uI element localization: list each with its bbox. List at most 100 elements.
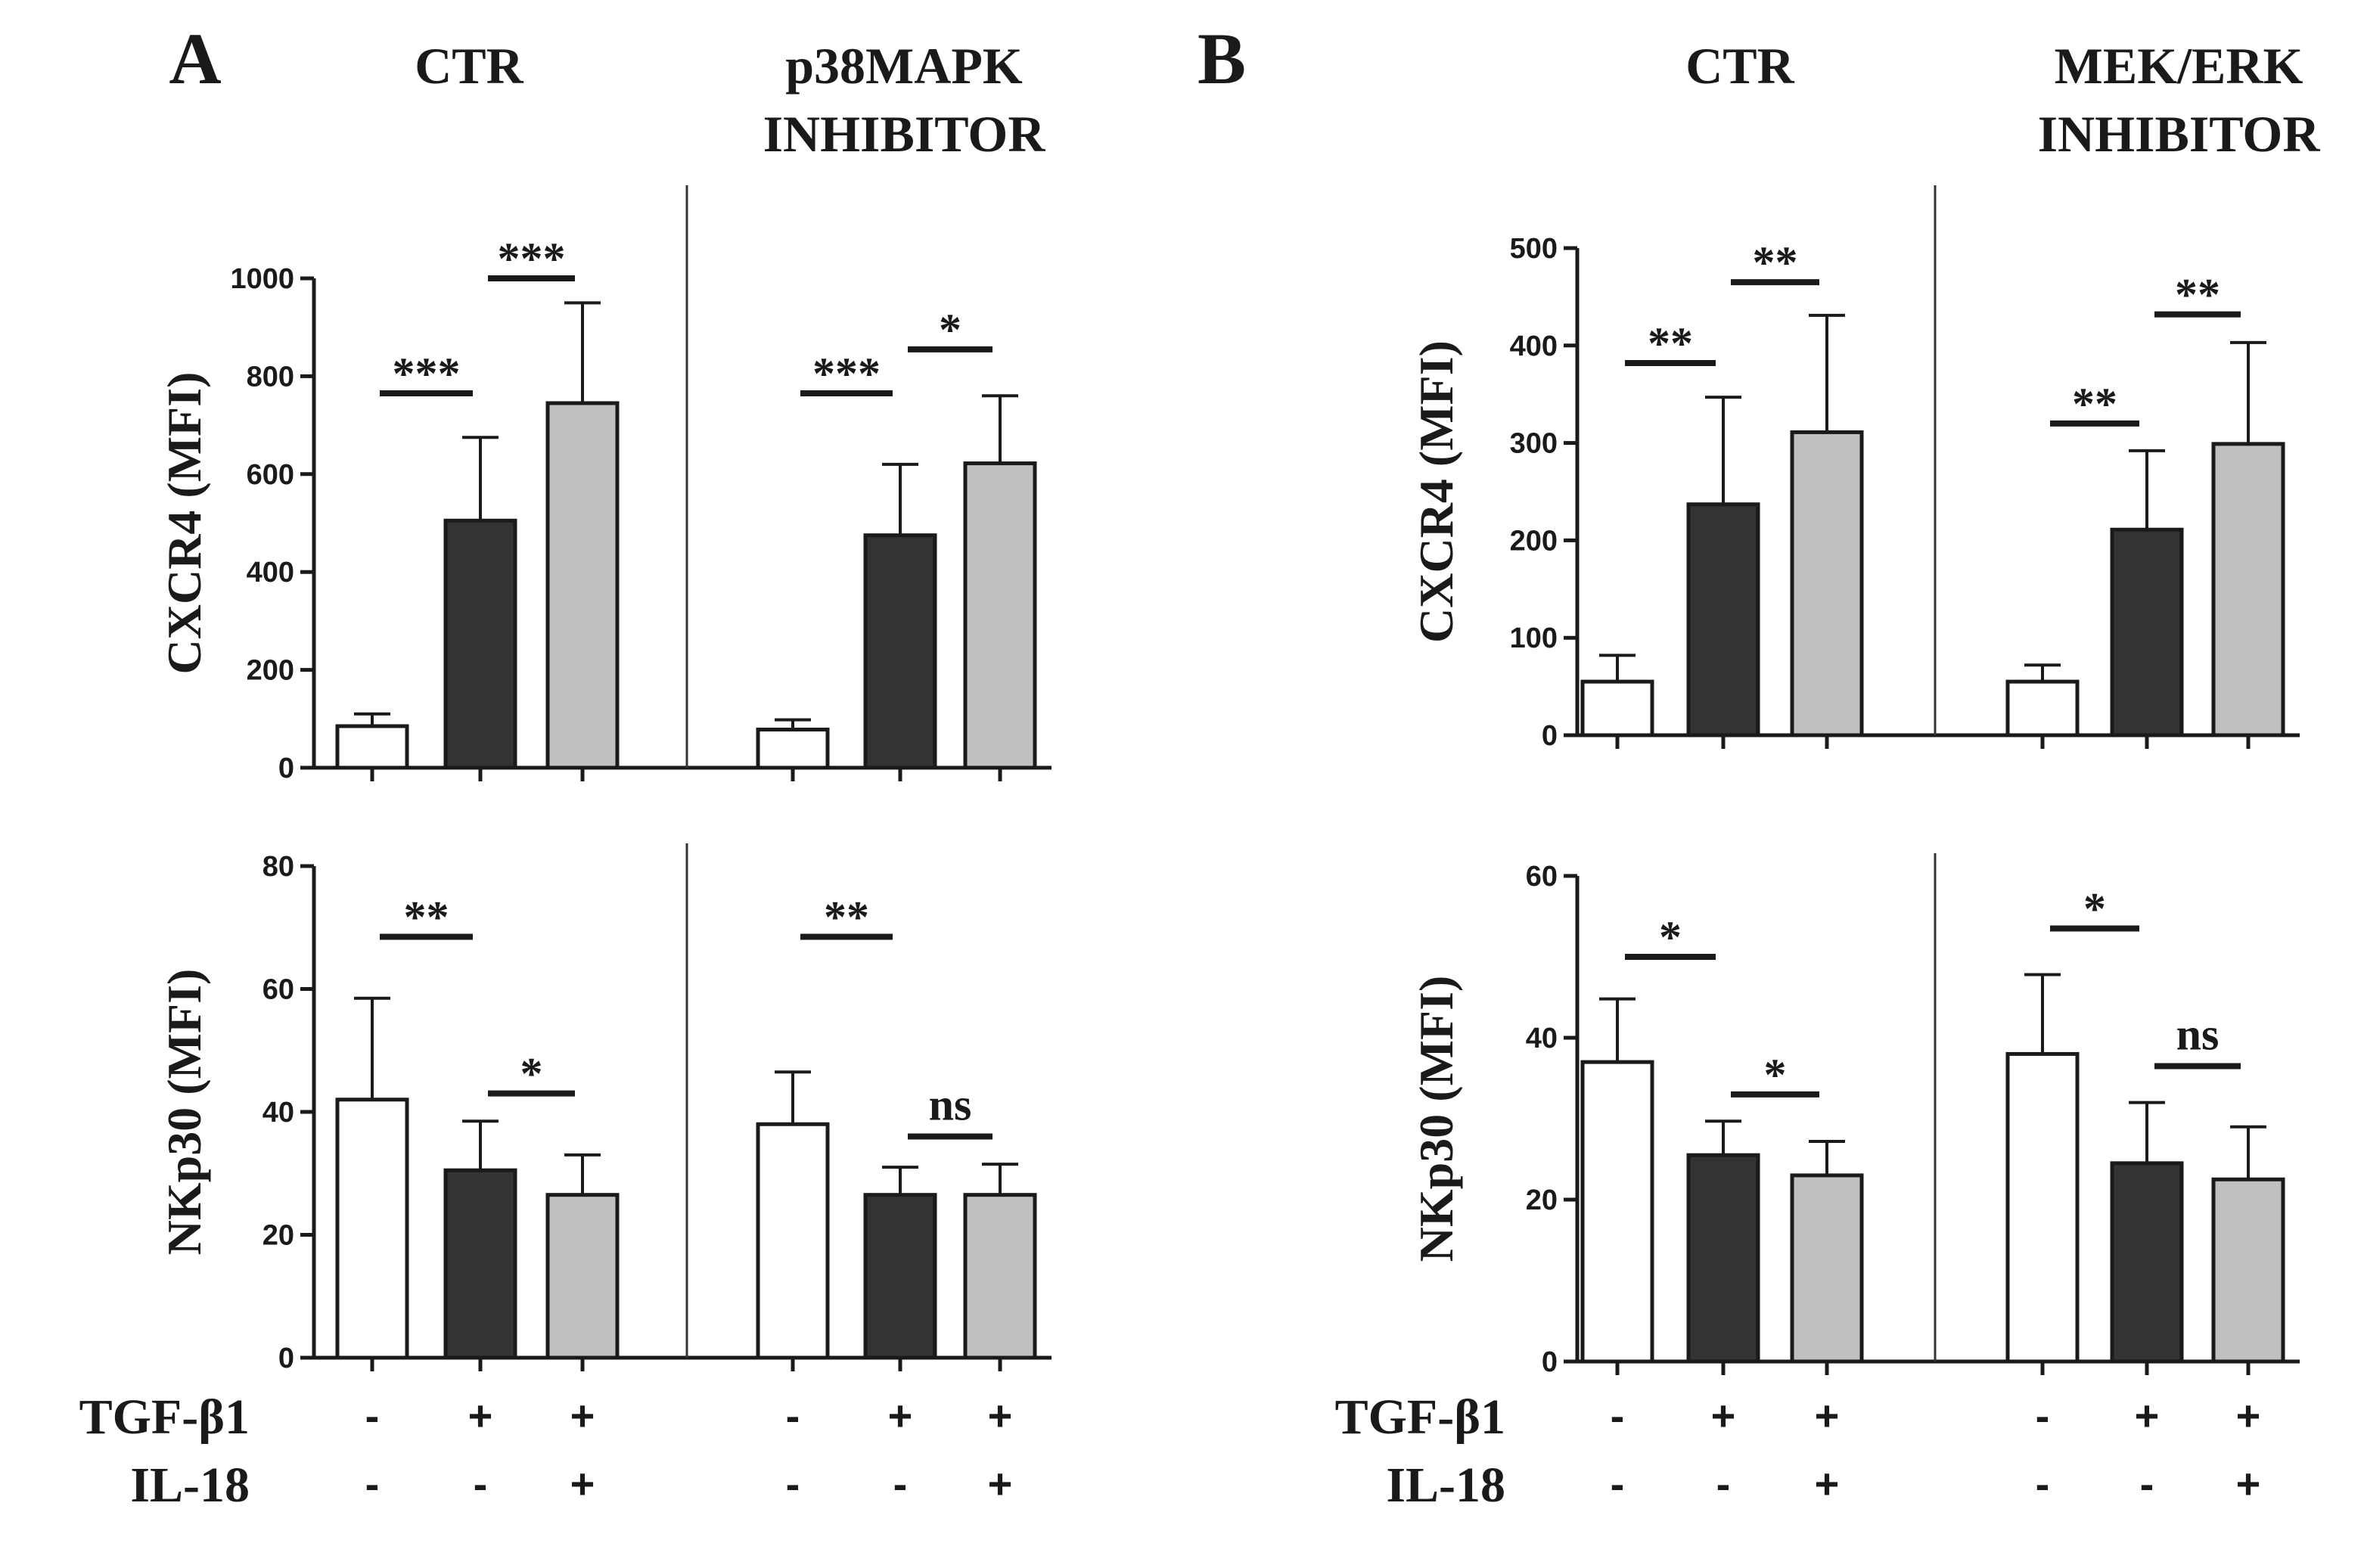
bar — [963, 461, 1037, 770]
treatment-row-label: TGF-β1 — [79, 1389, 250, 1445]
chart-panel-b-cxcr4: B CTR MEK/ERK INHIBITOR 0 100 200 300 400 500 CXCR… — [1198, 18, 2320, 752]
y-tick-label: 40 — [1526, 1023, 1558, 1054]
panel-letter-b: B — [1198, 18, 1246, 99]
treatment-value: + — [988, 1460, 1013, 1507]
bar — [863, 1193, 937, 1360]
y-axis-label: CXCR4 (MFI) — [1409, 340, 1463, 643]
chart-panel-a-cxcr4: A CTR p38MAPK INHIBITOR 0 200 400 600 800 1000 CXC… — [157, 18, 1052, 784]
treatment-value: + — [888, 1392, 913, 1439]
bar — [2110, 1161, 2184, 1364]
significance-label: * — [2083, 884, 2106, 934]
y-tick-label: 200 — [247, 655, 294, 687]
treatment-row-label: TGF-β1 — [1335, 1389, 1505, 1445]
significance-label: ** — [2175, 270, 2220, 320]
treatment-value: + — [570, 1460, 595, 1507]
group-title: INHIBITOR — [2038, 105, 2321, 163]
y-tick-label: 80 — [262, 851, 294, 883]
bar — [2005, 679, 2080, 737]
bar — [335, 724, 409, 770]
bar — [1686, 1153, 1760, 1364]
y-axis-label: CXCR4 (MFI) — [157, 372, 211, 675]
bar — [1686, 502, 1760, 737]
significance-label: ** — [404, 892, 449, 942]
treatment-value: - — [2140, 1460, 2154, 1507]
treatment-table-a: TGF-β1 - + + - + + IL-18 - - + - - + — [79, 1389, 1013, 1513]
treatment-value: + — [2135, 1392, 2160, 1439]
y-axis-label: NKp30 (MFI) — [1409, 976, 1463, 1262]
y-tick-label: 300 — [1510, 428, 1558, 460]
bar — [2211, 1177, 2285, 1364]
y-tick-label: 100 — [1510, 623, 1558, 654]
treatment-value: - — [365, 1392, 380, 1439]
treatment-row-label: IL-18 — [130, 1458, 250, 1513]
bar — [1790, 1173, 1864, 1364]
y-tick-label: 60 — [262, 974, 294, 1006]
bar — [963, 1193, 1037, 1360]
treatment-value: + — [2236, 1392, 2261, 1439]
y-tick-label: 20 — [1526, 1185, 1558, 1216]
bar — [443, 1168, 517, 1360]
treatment-value: + — [468, 1392, 493, 1439]
significance-label: * — [939, 305, 961, 355]
treatment-value: + — [1711, 1392, 1736, 1439]
group-title: INHIBITOR — [763, 105, 1046, 163]
treatment-value: + — [988, 1392, 1013, 1439]
y-tick-label: 200 — [1510, 525, 1558, 557]
y-tick-label: 0 — [278, 753, 294, 784]
y-tick-label: 20 — [262, 1220, 294, 1252]
y-tick-label: 60 — [1526, 861, 1558, 893]
treatment-row-label: IL-18 — [1386, 1458, 1505, 1513]
y-tick-label: 0 — [278, 1343, 294, 1374]
significance-label: ** — [1753, 238, 1798, 287]
bar — [756, 728, 830, 770]
treatment-value: + — [2236, 1460, 2261, 1507]
significance-label: * — [520, 1049, 543, 1099]
significance-label: * — [1659, 912, 1682, 962]
significance-label: ** — [824, 892, 869, 942]
panel-letter-a: A — [169, 18, 221, 99]
y-tick-label: 0 — [1542, 720, 1558, 752]
significance-label: *** — [812, 349, 881, 399]
treatment-table-b: TGF-β1 - + + - + + IL-18 - - + - - + — [1335, 1389, 2261, 1513]
y-tick-label: 0 — [1542, 1346, 1558, 1378]
treatment-value: - — [893, 1460, 908, 1507]
treatment-value: - — [786, 1392, 800, 1439]
group-title: CTR — [415, 37, 523, 95]
y-tick-label: 400 — [1510, 331, 1558, 362]
group-title: p38MAPK — [785, 37, 1023, 95]
group-title: MEK/ERK — [2055, 37, 2303, 95]
bar — [863, 533, 937, 770]
treatment-value: - — [474, 1460, 488, 1507]
treatment-value: - — [1611, 1392, 1625, 1439]
bar — [2005, 1051, 2080, 1364]
bar — [545, 1193, 620, 1360]
treatment-value: - — [2036, 1460, 2050, 1507]
treatment-value: - — [1716, 1460, 1731, 1507]
treatment-value: + — [1815, 1460, 1840, 1507]
bar — [1580, 1060, 1654, 1364]
bar — [1790, 430, 1864, 737]
bar — [335, 1098, 409, 1360]
treatment-value: - — [1611, 1460, 1625, 1507]
y-tick-label: 40 — [262, 1097, 294, 1129]
significance-label: ns — [929, 1080, 972, 1130]
bar — [443, 518, 517, 770]
chart-panel-b-nkp30: 0 20 40 60 NKp30 (MFI) * * * ns — [1409, 853, 2300, 1378]
bar — [1580, 679, 1654, 737]
treatment-value: - — [786, 1460, 800, 1507]
treatment-value: - — [2036, 1392, 2050, 1439]
y-tick-label: 500 — [1510, 233, 1558, 265]
significance-label: ** — [1648, 318, 1693, 368]
group-title: CTR — [1685, 37, 1794, 95]
treatment-value: + — [570, 1392, 595, 1439]
significance-label: *** — [498, 234, 566, 284]
bar — [2110, 527, 2184, 737]
bar — [545, 401, 620, 770]
bar — [2211, 442, 2285, 737]
y-tick-label: 800 — [247, 361, 294, 393]
significance-label: * — [1764, 1050, 1787, 1100]
y-axis-label: NKp30 (MFI) — [157, 969, 211, 1256]
bar — [756, 1122, 830, 1360]
